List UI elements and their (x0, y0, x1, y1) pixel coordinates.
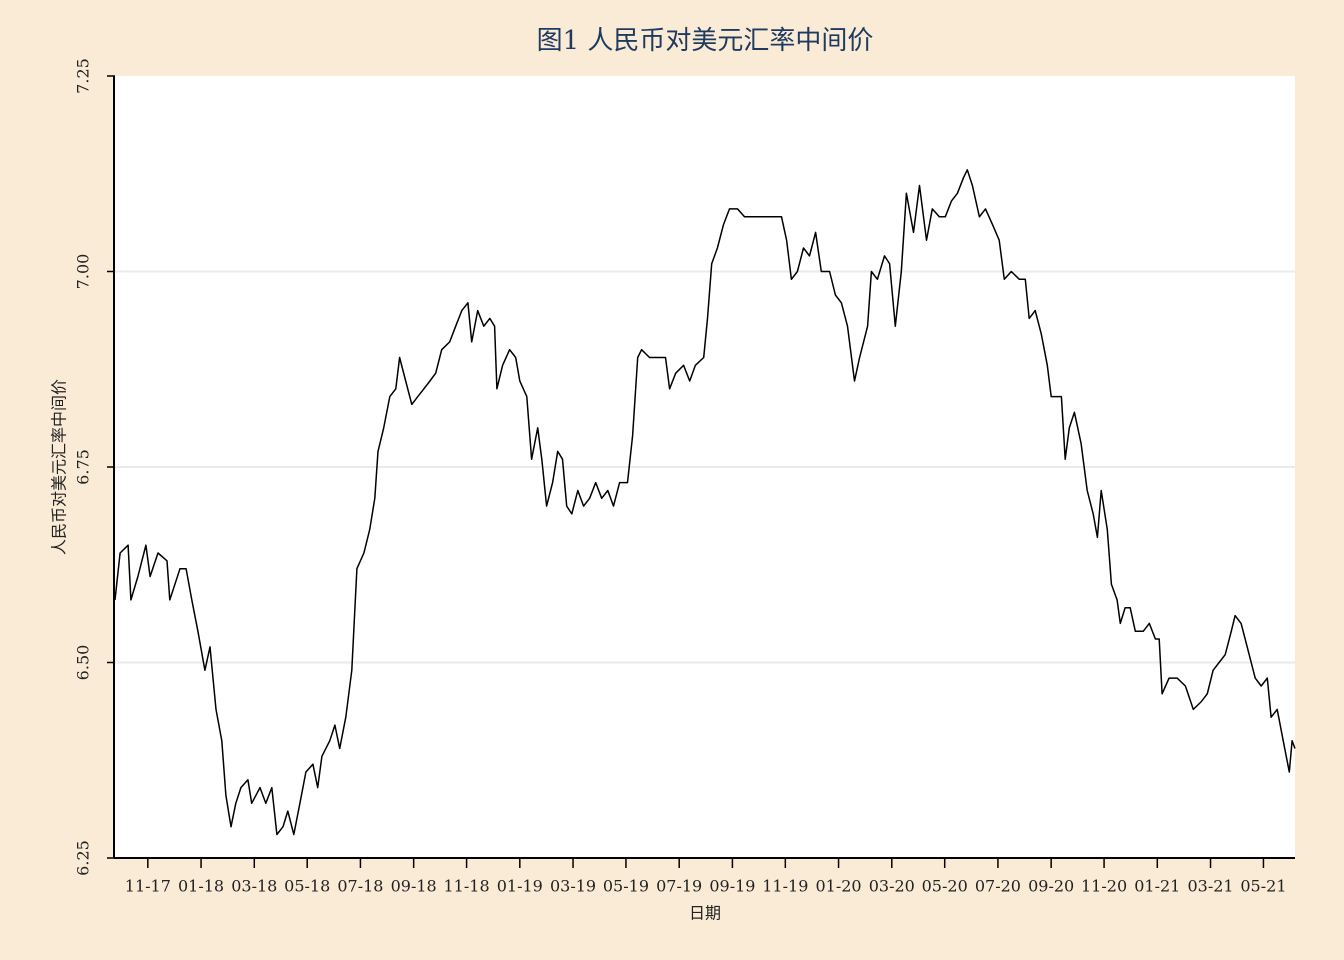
x-tick-label: 07-18 (337, 877, 383, 896)
x-tick-label: 09-18 (391, 877, 437, 896)
x-tick-label: 03-21 (1187, 877, 1233, 896)
x-tick-label: 11-18 (444, 877, 490, 896)
x-tick-label: 11-17 (125, 877, 171, 896)
x-tick-label: 01-21 (1134, 877, 1180, 896)
x-tick-label: 07-19 (656, 877, 702, 896)
x-tick-label: 01-18 (178, 877, 224, 896)
y-tick-label: 6.25 (74, 840, 93, 876)
x-tick-label: 01-19 (497, 877, 543, 896)
x-tick-label: 05-21 (1240, 877, 1286, 896)
x-tick-label: 09-20 (1028, 877, 1074, 896)
y-tick-label: 7.25 (74, 58, 93, 94)
line-series (114, 169, 1296, 836)
x-tick-label: 01-20 (815, 877, 861, 896)
x-axis-label: 日期 (689, 904, 721, 923)
x-tick-label: 11-20 (1081, 877, 1127, 896)
x-tick-label: 09-19 (709, 877, 755, 896)
x-tick-label: 07-20 (975, 877, 1021, 896)
y-tick-label: 7.00 (74, 254, 93, 290)
y-tick-label: 6.75 (74, 449, 93, 485)
x-tick-label: 05-18 (284, 877, 330, 896)
y-axis-label: 人民币对美元汇率中间价 (50, 379, 69, 555)
x-tick-label: 03-18 (231, 877, 277, 896)
x-tick-label: 03-20 (869, 877, 915, 896)
x-tick-label: 05-20 (922, 877, 968, 896)
y-tick-label: 6.50 (74, 645, 93, 681)
x-tick-label: 05-19 (603, 877, 649, 896)
x-tick-label: 03-19 (550, 877, 596, 896)
x-tick-label: 11-19 (762, 877, 808, 896)
chart-title: 图1 人民币对美元汇率中间价 (537, 26, 874, 56)
